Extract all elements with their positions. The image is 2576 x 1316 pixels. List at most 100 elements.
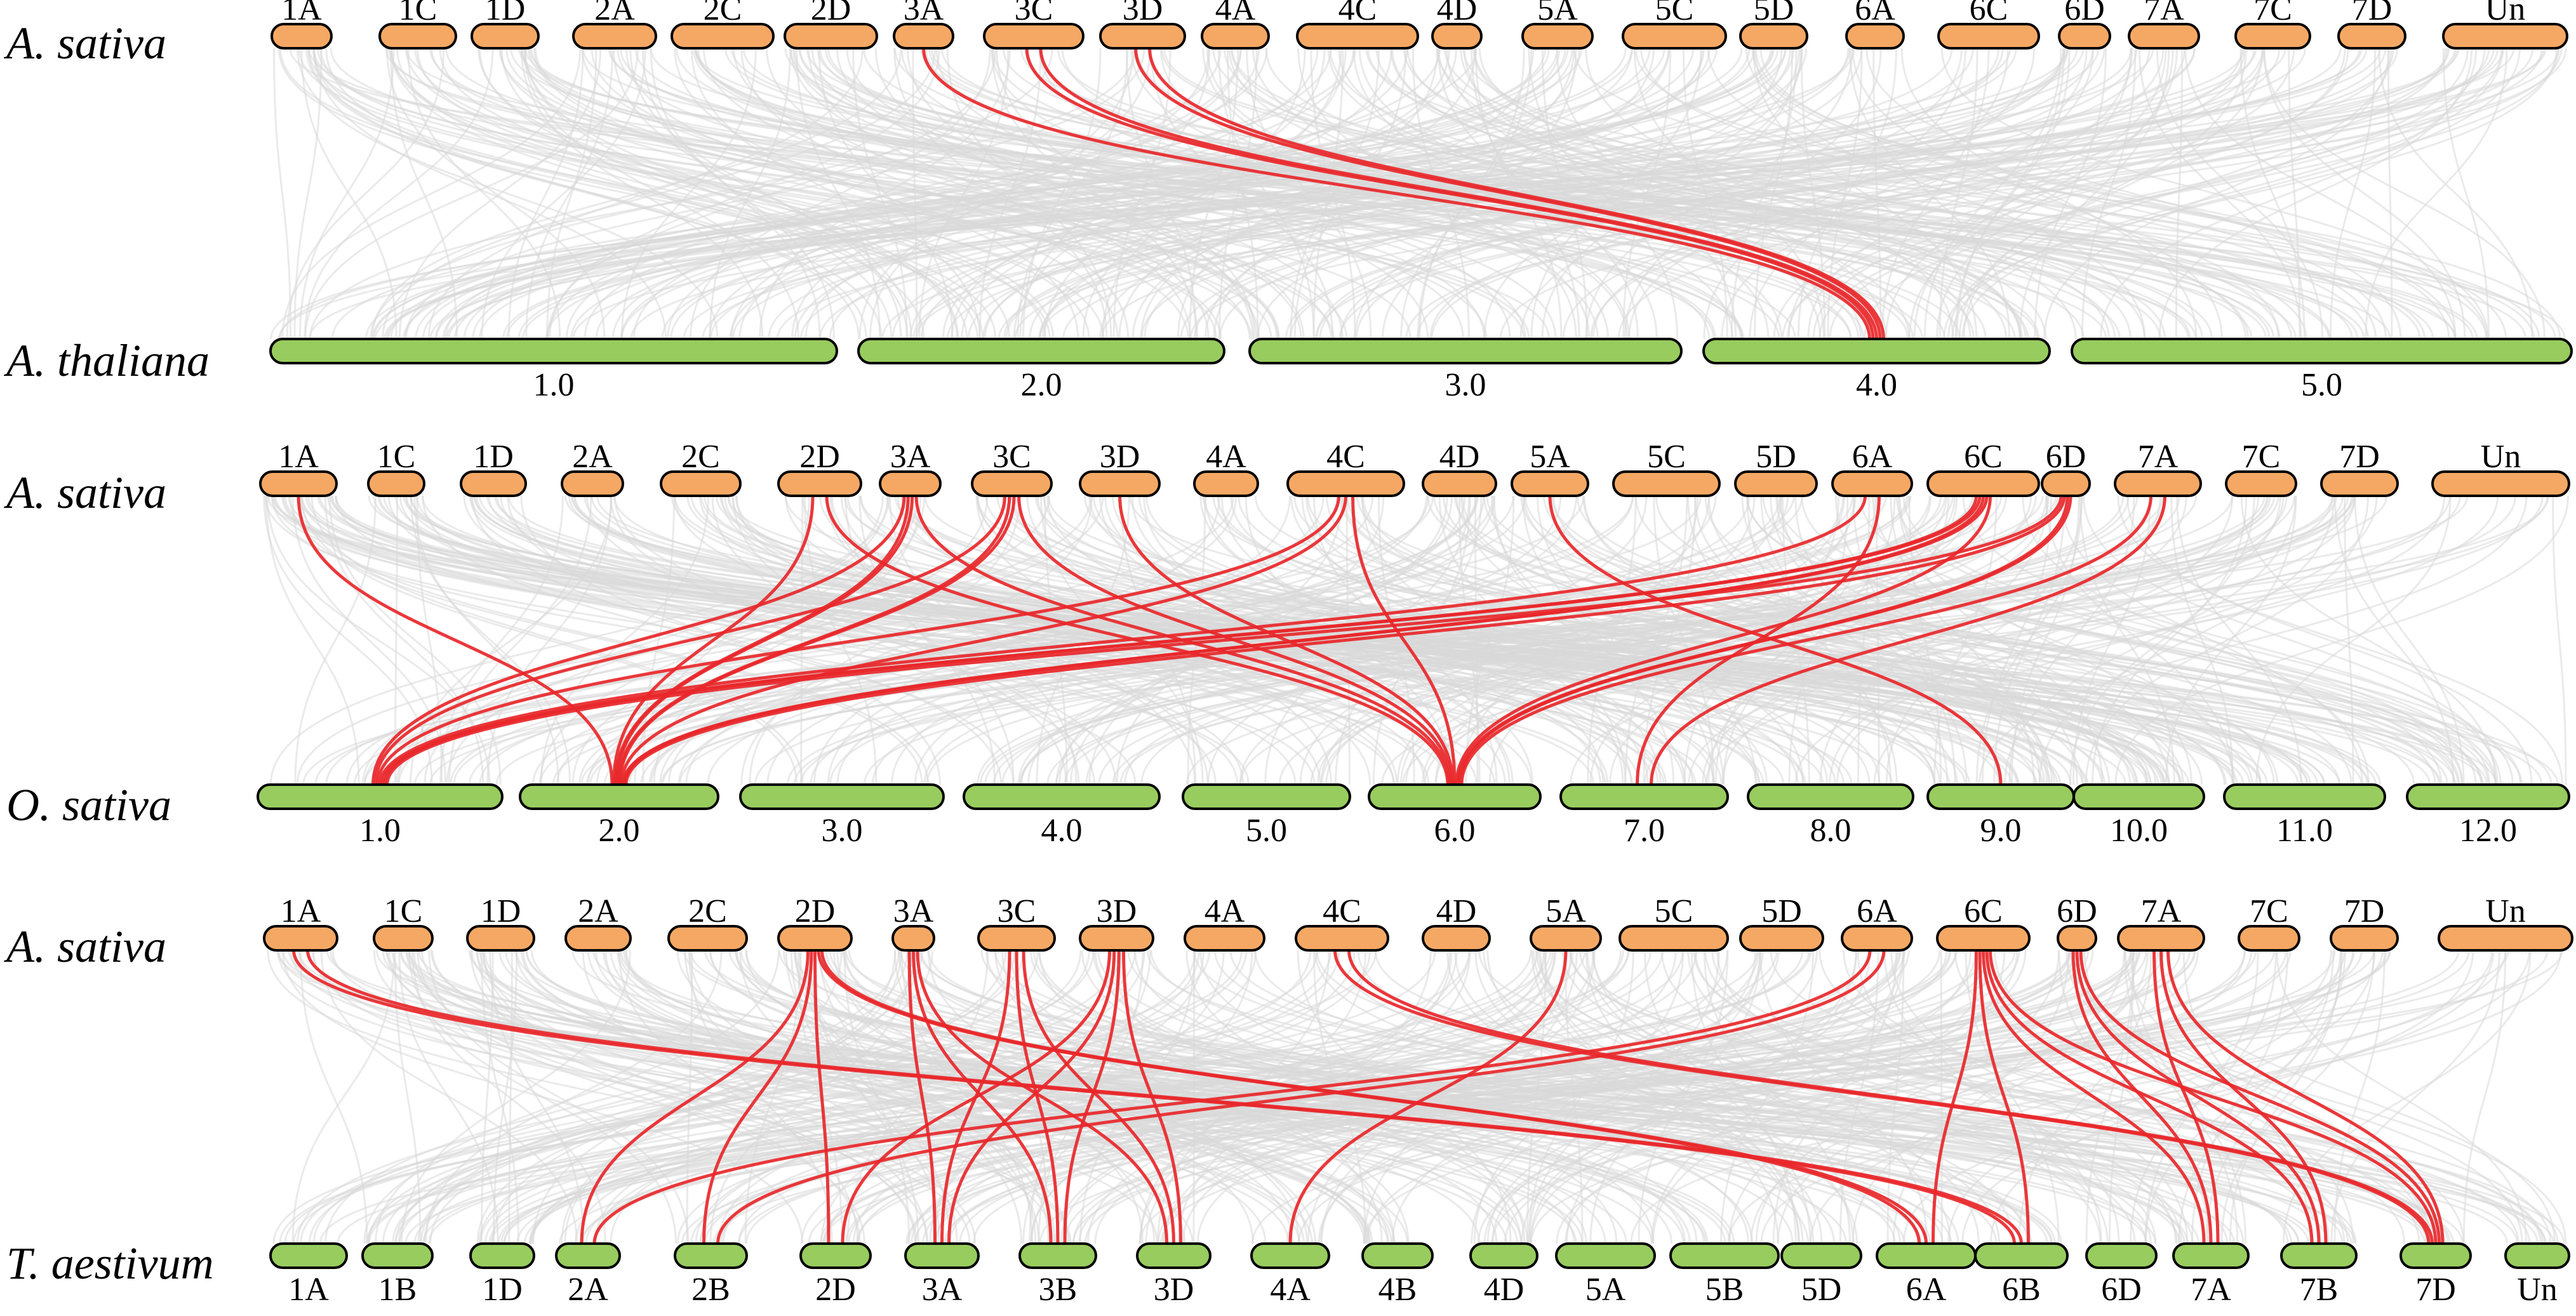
background-link	[430, 950, 1369, 1244]
chromosome-label-top-2c: 2C	[688, 893, 727, 929]
chromosome-top-7d	[2337, 23, 2406, 50]
background-link	[1112, 495, 2549, 785]
background-link	[695, 48, 1852, 340]
highlight-link-3a-to-3d	[916, 950, 1168, 1244]
highlight-link-4c-to-2-0	[620, 495, 1347, 785]
background-link	[811, 48, 1526, 340]
chromosome-top-2d	[777, 925, 853, 952]
chromosome-bottom-2-0	[857, 338, 1225, 364]
background-link	[2378, 48, 2533, 340]
background-link	[1819, 950, 2420, 1244]
chromosome-label-top-7a: 7A	[2141, 893, 2182, 929]
background-link	[2354, 495, 2465, 785]
highlight-link-6d-to-7b	[2075, 950, 2321, 1244]
chromosome-bottom-6b	[1974, 1242, 2069, 1269]
chromosome-top-2a	[564, 925, 632, 952]
chromosome-label-top-3a: 3A	[890, 439, 931, 475]
background-link	[1797, 48, 1897, 340]
background-link	[1418, 48, 1525, 340]
chromosome-label-bottom-un: Un	[2517, 1272, 2558, 1308]
chromosome-bottom-3-0	[1248, 338, 1683, 364]
highlight-link-3d-to-3b	[1063, 950, 1121, 1244]
chromosome-label-top-3c: 3C	[1015, 0, 1053, 27]
background-link	[1341, 495, 2157, 785]
background-link	[417, 48, 1055, 340]
chromosome-label-top-1a: 1A	[281, 893, 321, 929]
chromosome-label-top-4c: 4C	[1338, 0, 1377, 27]
background-link	[517, 48, 2078, 340]
background-link	[1522, 495, 1714, 785]
chromosome-label-top-2a: 2A	[572, 439, 613, 475]
background-link	[1961, 48, 2521, 340]
highlight-link-4c-to-7d	[1347, 950, 2434, 1244]
chromosome-top-7a	[2114, 470, 2202, 497]
background-link	[789, 48, 1744, 340]
background-link	[1543, 495, 2436, 785]
background-link	[2038, 495, 2335, 785]
background-link	[754, 495, 2164, 785]
chromosome-top-4c	[1295, 925, 1389, 952]
chromosome-bottom-10-0	[2072, 783, 2205, 810]
background-link	[300, 48, 397, 340]
chromosome-label-bottom-6b: 6B	[2002, 1272, 2041, 1308]
background-link	[2184, 48, 2457, 340]
chromosome-top-7c	[2238, 925, 2300, 952]
chromosome-label-top-5c: 5C	[1655, 893, 1693, 929]
chromosome-top-4c	[1286, 470, 1405, 497]
background-link	[1730, 48, 1798, 340]
chromosome-label-top-3d: 3D	[1123, 0, 1163, 27]
highlight-link-5a-to-4a	[1288, 950, 1568, 1244]
chromosome-bottom-un	[2504, 1242, 2570, 1269]
background-link	[1362, 495, 2148, 785]
background-link	[808, 48, 1192, 340]
background-link	[642, 495, 675, 785]
highlight-link-6c-to-7d	[1989, 950, 2438, 1244]
background-link	[2239, 48, 2306, 340]
background-link	[1043, 495, 2052, 785]
chromosome-label-top-1d: 1D	[485, 0, 526, 27]
background-link	[1899, 495, 2192, 785]
chromosome-bottom-2-0	[519, 783, 719, 810]
background-link	[471, 495, 1003, 785]
chromosome-top-1c	[378, 23, 457, 50]
chromosome-label-top-5d: 5D	[1754, 0, 1794, 27]
panel-3-top-species: A. sativa	[4, 921, 166, 972]
background-link	[463, 48, 1569, 340]
background-link	[390, 48, 1627, 340]
chromosome-top-1a	[263, 925, 338, 952]
background-link	[2043, 48, 2390, 340]
background-link	[2004, 495, 2297, 785]
background-link	[1180, 48, 2138, 340]
chromosome-label-top-5a: 5A	[1545, 893, 1586, 929]
chromosome-label-top-3d: 3D	[1100, 439, 1140, 475]
chromosome-label-top-2d: 2D	[811, 0, 851, 27]
chromosome-label-top-un: Un	[2481, 439, 2521, 475]
chromosome-label-top-1d: 1D	[473, 439, 514, 475]
panel-3-bottom-species: T. aestivum	[6, 1238, 214, 1289]
background-link	[2462, 950, 2507, 1244]
chromosome-label-top-2a: 2A	[594, 0, 635, 27]
chromosome-label-top-7c: 7C	[2250, 893, 2288, 929]
background-link	[399, 495, 1396, 785]
background-link	[533, 48, 1251, 340]
chromosome-top-3d	[1079, 470, 1161, 497]
chromosome-top-4d	[1422, 925, 1491, 952]
background-link	[829, 48, 1786, 340]
background-link	[330, 48, 1744, 340]
background-link	[591, 48, 1280, 340]
highlight-link-6c-to-6b	[1978, 950, 2030, 1244]
background-link	[709, 950, 912, 1244]
highlight-link-2d-to-6a	[820, 950, 1928, 1244]
background-link	[825, 495, 1196, 785]
chromosome-label-bottom-8-0: 8.0	[1810, 813, 1852, 849]
chromosome-label-top-6d: 6D	[2046, 439, 2086, 475]
panel-2-bottom-species: O. sativa	[6, 780, 171, 830]
chromosome-top-7a	[2128, 23, 2200, 50]
background-link	[1382, 48, 1800, 340]
chromosome-top-3d	[1079, 925, 1154, 952]
background-link	[1463, 48, 1887, 340]
background-link	[2330, 48, 2377, 340]
background-link	[787, 495, 2276, 785]
chromosome-label-bottom-3d: 3D	[1154, 1272, 1194, 1308]
